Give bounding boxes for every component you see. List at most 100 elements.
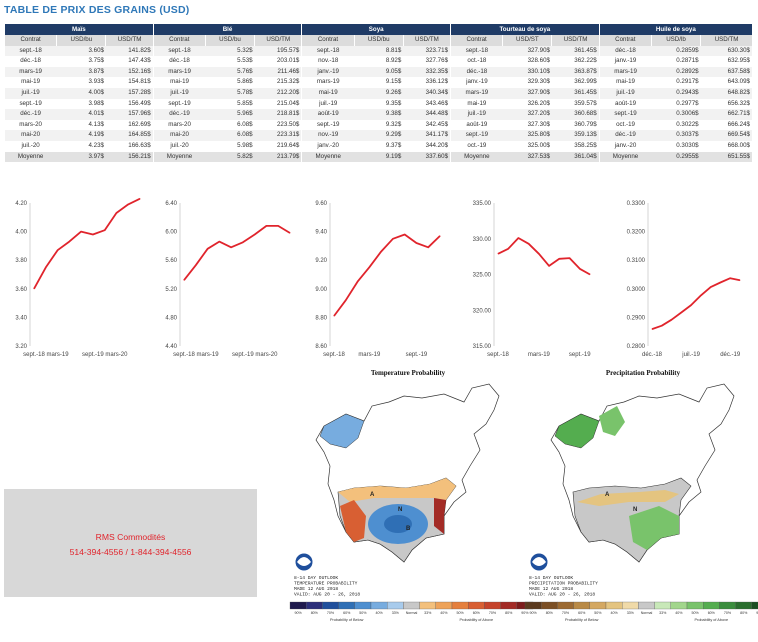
table-cell: 323.71$ [403, 45, 451, 57]
table-cell: 0.2955$ [651, 151, 701, 163]
table-cell: 327.20$ [502, 109, 552, 120]
x-tick-label: sept.-19 [232, 352, 254, 358]
y-tick-label: 5.20 [165, 287, 177, 293]
legend-swatch [468, 601, 485, 610]
legend-scale-label: 70% [327, 611, 335, 615]
table-cell: 669.54$ [700, 130, 752, 141]
price-chart: 9.60 9.40 9.20 9.00 8.80 8.60 sept.-18 mars-19 s… [315, 201, 441, 358]
table-cell: 656.32$ [727, 99, 750, 107]
table-cell: 5.96$ [205, 109, 255, 120]
noaa-outlook-panel: Temperature Probability A N B 8-14 DAY OUTLO… [289, 369, 758, 622]
table-cell: 0.2917$ [676, 78, 699, 86]
table-cell: 9.29$ [354, 130, 404, 141]
legend-swatch [451, 601, 469, 610]
table-cell: 362.99$ [574, 78, 597, 86]
y-tick-label: 0.3100 [627, 258, 646, 264]
data-point [242, 241, 244, 243]
table-cell: 212.20$ [254, 87, 302, 99]
y-tick-label: 3.20 [15, 344, 27, 350]
table-cell: 154.81$ [128, 78, 151, 86]
table-cell: Moyenne [598, 151, 652, 163]
table-cell: 327.76$ [425, 57, 449, 65]
table-cell: 327.90$ [502, 45, 552, 57]
table-cell: 152.16$ [105, 66, 154, 78]
legend-scale-label: 60% [708, 611, 716, 615]
data-point [357, 281, 358, 283]
table-cell: Moyenne [152, 151, 206, 163]
data-point [538, 253, 540, 255]
legend-swatch [719, 601, 736, 610]
y-tick-label: 9.60 [315, 201, 327, 207]
data-point [207, 248, 208, 250]
y-tick-label: 9.40 [315, 230, 327, 236]
commodity-header-row: Maïs Blé Soya Tourteau de soya Huile de soya [4, 24, 752, 35]
table-row: sept.-19 3.98$ 156.49$ sept.-19 5.85$ 215.04$… [5, 98, 753, 110]
table-cell: 630.30$ [700, 45, 752, 57]
table-cell: juil.-19 [450, 109, 503, 120]
table-cell: mai-19 [152, 77, 206, 88]
column-header-row: Contrat USD/bu USD/TM Contrat USD/bu USD/TM Co… [3, 35, 752, 46]
legend-swatch [589, 601, 607, 610]
table-cell: 141.82$ [105, 45, 154, 57]
legend-swatch [622, 601, 639, 610]
legend-swatch [735, 601, 752, 610]
table-cell: 162.69$ [128, 120, 151, 128]
average-row: Moyenne 3.97$ 156.21$ Moyenne 5.82$ 213.79$ Mo… [4, 151, 752, 163]
legend-normal-label: Normal [641, 611, 653, 615]
phone-numbers: 514-394-4556 / 1-844-394-4556 [69, 547, 192, 557]
table-cell: 326.20$ [527, 99, 550, 107]
table-cell: 5.82$ [205, 151, 255, 163]
data-point [404, 234, 406, 235]
data-point [68, 241, 70, 243]
table-cell: oct.-19 [450, 140, 503, 152]
y-tick-label: 0.3300 [627, 201, 646, 207]
legend-swatch [557, 601, 574, 610]
legend-swatch [605, 601, 623, 610]
table-cell: sept.-18 [152, 45, 206, 57]
table-cell: mai-19 [450, 98, 503, 110]
data-point [345, 299, 347, 301]
table-cell: 3.87$ [56, 66, 106, 78]
data-point [700, 294, 702, 296]
table-cell: 9.15$ [385, 78, 402, 86]
legend-scale-label: 50% [456, 611, 464, 615]
table-cell: 218.81$ [254, 109, 302, 120]
table-cell: juil.-19 [152, 87, 206, 99]
table-cell: 9.32$ [385, 120, 402, 128]
data-point [368, 266, 370, 268]
table-cell: 3.97$ [56, 151, 106, 163]
table-cell: 166.63$ [128, 141, 151, 149]
table-cell: 5.32$ [205, 45, 255, 57]
data-point [289, 232, 291, 234]
x-tick-label: mars-19 [47, 352, 70, 358]
legend-below-label: Probability of Below [330, 618, 364, 622]
table-row: mars-19 3.87$ 152.16$ mars-19 5.76$ 211.46$ ja… [4, 66, 752, 78]
table-cell: 4.19$ [56, 130, 106, 141]
commodity-header: Soya [301, 24, 451, 35]
table-cell: août-19 [301, 109, 355, 120]
column-header: USD/ST [502, 35, 552, 46]
table-cell: nov.-18 [301, 56, 355, 67]
data-point [139, 198, 141, 200]
column-header: USD/TM [105, 35, 154, 46]
alaska-region [554, 413, 600, 449]
table-cell: 5.78$ [205, 87, 255, 99]
data-point [507, 248, 509, 250]
weather-outlook-maps: Temperature Probability A N B 8-14 DAY OUTLO… [282, 366, 758, 637]
table-cell: 8.92$ [385, 57, 402, 65]
table-cell: 344.48$ [403, 109, 451, 120]
data-point [116, 212, 117, 214]
legend-scale-label: 50% [594, 611, 602, 615]
table-cell: 330.10$ [502, 66, 552, 78]
table-row: mai-19 3.93$ 154.81$ mai-19 5.86$ 215.32$ mars… [5, 77, 753, 88]
precipitation-probability-map: Precipitation Probability A N 8-14 DAY OUTL… [524, 369, 758, 622]
table-row: sept.-18 3.60$ 141.82$ sept.-18 5.32$ 195.57$… [4, 45, 752, 57]
data-point [416, 242, 417, 244]
commodity-header: Tourteau de soya [450, 24, 600, 35]
x-tick-label: mars-20 [255, 352, 278, 358]
region-label: N [398, 507, 402, 513]
table-cell: sept.-19 [301, 119, 355, 131]
x-tick-label: juil.-19 [681, 352, 700, 358]
x-tick-label: sept.-18 [323, 352, 345, 358]
table-cell: 363.87$ [551, 66, 600, 78]
